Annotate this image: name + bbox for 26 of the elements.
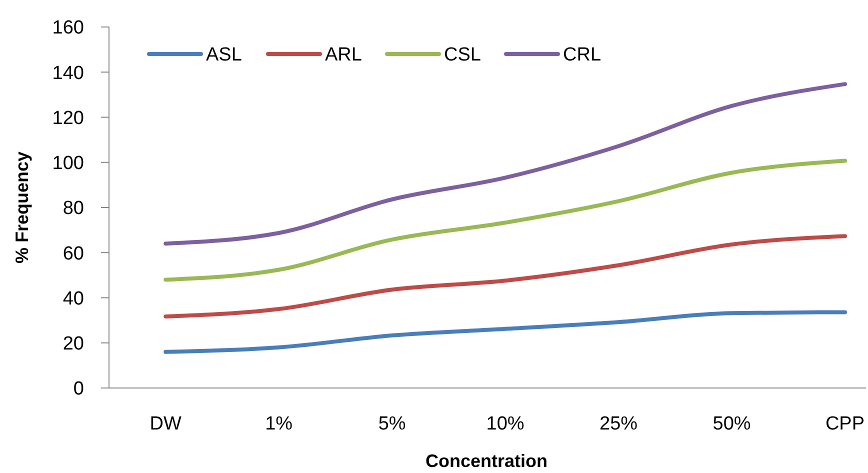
y-tick-label: 160	[52, 18, 84, 39]
x-tick-label: 5%	[378, 414, 406, 435]
y-tick-label: 80	[62, 198, 84, 220]
line-series	[164, 158, 847, 282]
line-series	[164, 82, 847, 246]
y-tick-label: 140	[52, 62, 84, 84]
y-tick-label: 0	[73, 378, 84, 400]
legend-label: CSL	[444, 44, 481, 66]
line-series	[164, 234, 847, 318]
x-tick-label: 50%	[712, 414, 751, 435]
x-tick-label: CPP	[825, 414, 865, 435]
x-tick-label: 10%	[486, 414, 524, 435]
x-tick-label: 1%	[265, 414, 293, 435]
y-tick-label: 100	[52, 153, 84, 174]
y-axis-title: % Frequency	[12, 151, 32, 264]
y-tick-label: 40	[62, 288, 84, 310]
legend-label: ASL	[206, 44, 242, 66]
x-tick-label: 25%	[600, 414, 638, 435]
y-tick-label: 20	[62, 334, 84, 355]
legend-label: CRL	[563, 44, 602, 66]
line-series	[164, 310, 847, 354]
legend-label: ARL	[325, 44, 362, 66]
x-axis-title: Concentration	[425, 451, 548, 471]
y-tick-label: 120	[52, 108, 84, 129]
y-tick-label: 60	[62, 243, 84, 264]
x-tick-label: DW	[150, 414, 182, 435]
